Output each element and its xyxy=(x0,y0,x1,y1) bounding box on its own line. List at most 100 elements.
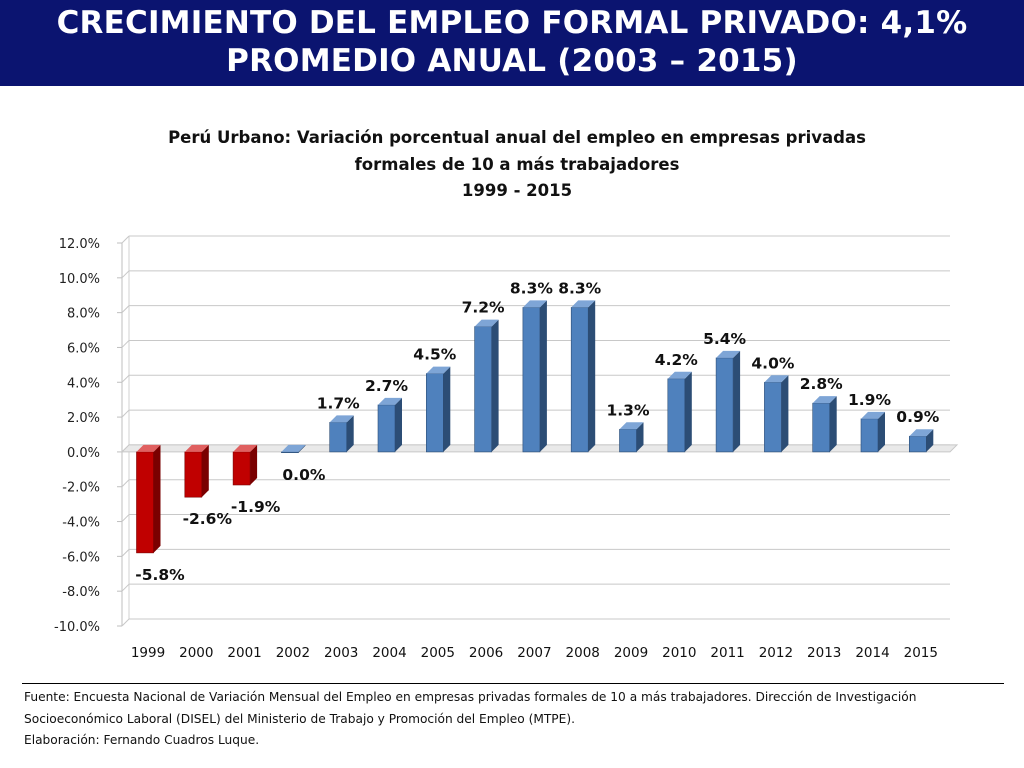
x-tick-label: 2009 xyxy=(614,645,648,661)
title-banner: CRECIMIENTO DEL EMPLEO FORMAL PRIVADO: 4… xyxy=(0,0,1024,86)
bar-front xyxy=(474,326,492,453)
bar-top xyxy=(667,371,692,379)
bar-front xyxy=(570,307,589,453)
x-tick-label: 2003 xyxy=(324,645,358,661)
banner-line-2: PROMEDIO ANUAL (2003 – 2015) xyxy=(226,43,798,79)
bar-2012 xyxy=(764,375,789,453)
bar-front xyxy=(232,451,251,486)
y-tick-label: 6.0% xyxy=(67,341,100,356)
data-label: 5.4% xyxy=(703,330,746,348)
y-tick-label: -6.0% xyxy=(62,550,100,565)
bar-chart: Perú Urbano: Variación porcentual anual … xyxy=(54,128,959,661)
y-tick-label: 8.0% xyxy=(67,307,100,322)
gridline-depth xyxy=(121,583,130,592)
y-tick-label: 4.0% xyxy=(67,376,100,391)
bar-top xyxy=(764,375,789,383)
x-tick-label: 2008 xyxy=(566,645,600,661)
bar-front xyxy=(860,418,879,453)
bar-top xyxy=(281,444,306,452)
bar-top xyxy=(233,444,258,452)
y-tick-label: 0.0% xyxy=(67,446,100,461)
bar-top xyxy=(329,415,354,423)
y-tick-label: 2.0% xyxy=(67,411,100,426)
bar-top xyxy=(136,444,161,452)
data-label: 2.7% xyxy=(365,377,408,395)
gridline-depth xyxy=(121,409,130,418)
bar-side xyxy=(829,396,837,452)
gridline-depth xyxy=(121,549,130,557)
x-tick-label: 2000 xyxy=(179,645,213,661)
bar-front xyxy=(764,381,782,453)
data-label: -2.6% xyxy=(183,510,233,528)
bar-front xyxy=(667,378,686,453)
footnote-divider xyxy=(22,683,1004,684)
y-tick-label: -2.0% xyxy=(62,481,100,496)
bar-top xyxy=(474,319,499,327)
bar-2005 xyxy=(425,366,451,453)
footnote-line-1: Fuente: Encuesta Nacional de Variación M… xyxy=(24,690,917,704)
data-label: 4.5% xyxy=(413,346,456,364)
bar-side xyxy=(395,397,402,452)
bar-side xyxy=(878,411,885,452)
bar-side xyxy=(684,371,692,452)
bar-2013 xyxy=(812,396,837,453)
x-tick-label: 2004 xyxy=(372,645,406,661)
y-tick-label: -4.0% xyxy=(62,516,100,531)
x-tick-label: 1999 xyxy=(131,645,165,661)
bar-top xyxy=(909,429,934,437)
x-tick-label: 2013 xyxy=(807,645,841,661)
bar-front xyxy=(425,373,444,453)
footnote-line-2: Socioeconómico Laboral (DISEL) del Minis… xyxy=(24,711,575,726)
bar-2011 xyxy=(715,350,741,453)
bar-side xyxy=(443,366,451,452)
data-label: 2.8% xyxy=(800,375,843,393)
bar-1999 xyxy=(136,444,161,554)
bar-front xyxy=(522,307,541,453)
data-label: 1.3% xyxy=(607,401,650,419)
data-label: 8.3% xyxy=(558,279,601,297)
bar-2004 xyxy=(377,397,402,453)
gridline-depth xyxy=(121,514,130,522)
bar-2003 xyxy=(329,415,354,453)
bar-top xyxy=(522,300,547,308)
data-label: 7.2% xyxy=(462,299,505,317)
data-label: 4.0% xyxy=(751,354,794,372)
x-tick-label: 2001 xyxy=(227,645,261,661)
gridline-depth xyxy=(121,618,130,627)
data-label: 0.9% xyxy=(896,408,939,426)
gridline-depth xyxy=(121,340,130,348)
bar-front xyxy=(715,357,734,453)
gridline-depth xyxy=(121,479,130,488)
x-tick-label: 2012 xyxy=(759,645,793,661)
footnote: Fuente: Encuesta Nacional de Variación M… xyxy=(24,687,1009,752)
bar-front xyxy=(377,404,396,453)
bar-side xyxy=(733,350,741,452)
x-tick-label: 2015 xyxy=(904,645,938,661)
bar-2001 xyxy=(232,444,258,486)
x-tick-label: 2005 xyxy=(421,645,455,661)
chart-title-line-3: 1999 - 2015 xyxy=(462,181,572,200)
bar-side xyxy=(588,300,596,452)
bar-2000 xyxy=(184,444,209,498)
bar-top xyxy=(426,366,451,374)
data-label: 0.0% xyxy=(282,466,325,484)
x-tick-label: 2007 xyxy=(517,645,551,661)
y-tick-label: 12.0% xyxy=(59,237,100,252)
x-tick-label: 2002 xyxy=(276,645,310,661)
bar-front xyxy=(281,451,299,454)
bar-top xyxy=(184,444,209,452)
bar-side xyxy=(636,422,644,452)
gridline-depth xyxy=(121,305,130,313)
bar-side xyxy=(926,429,934,452)
bar-side xyxy=(153,444,161,553)
bar-top xyxy=(716,350,741,358)
bar-top xyxy=(571,300,596,308)
footnote-line-3: Elaboración: Fernando Cuadros Luque. xyxy=(24,733,260,747)
bar-front xyxy=(619,428,637,453)
bar-front xyxy=(329,422,348,453)
bar-2007 xyxy=(522,300,547,453)
bar-front xyxy=(812,402,831,453)
bar-2002 xyxy=(281,444,306,454)
bar-2010 xyxy=(667,371,692,453)
y-tick-label: -8.0% xyxy=(62,585,100,600)
